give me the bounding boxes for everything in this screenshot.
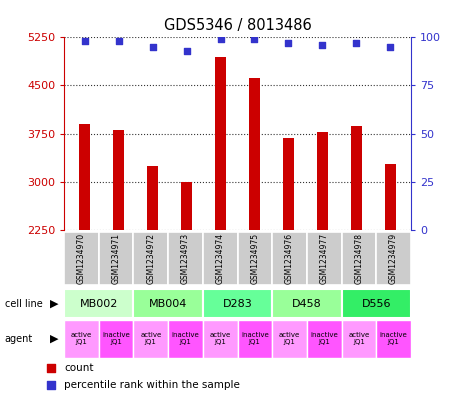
Text: GSM1234973: GSM1234973 [181,233,190,284]
Point [319,42,326,48]
Text: GSM1234978: GSM1234978 [354,233,363,284]
Bar [342,232,376,285]
Text: percentile rank within the sample: percentile rank within the sample [65,380,240,389]
Point [115,38,123,44]
Bar [272,289,342,318]
Text: count: count [65,363,94,373]
Bar [168,232,203,285]
Bar [180,182,192,230]
Bar [78,124,90,230]
Bar [351,126,362,230]
Bar [283,138,294,230]
Point [149,44,156,50]
Point [81,38,88,44]
Point [352,40,360,46]
Text: GSM1234976: GSM1234976 [285,233,294,284]
Text: active
JQ1: active JQ1 [209,332,231,345]
Text: MB002: MB002 [80,299,118,309]
Point [251,36,258,42]
Bar [342,320,376,358]
Text: ▶: ▶ [50,334,59,344]
Text: GSM1234979: GSM1234979 [389,233,398,284]
Bar [64,320,99,358]
Text: active
JQ1: active JQ1 [140,332,162,345]
Text: cell line: cell line [5,299,42,309]
Bar [385,164,397,230]
Bar [316,132,328,230]
Text: inactive
JQ1: inactive JQ1 [241,332,269,345]
Text: agent: agent [5,334,33,344]
Bar [203,232,238,285]
Text: GSM1234971: GSM1234971 [112,233,121,284]
Text: GDS5346 / 8013486: GDS5346 / 8013486 [163,18,312,33]
Text: GSM1234975: GSM1234975 [250,233,259,284]
Bar [272,232,307,285]
Point [217,36,224,42]
Bar [133,289,203,318]
Point [48,365,55,371]
Text: ▶: ▶ [50,299,59,309]
Bar [215,57,227,230]
Bar [307,232,342,285]
Text: active
JQ1: active JQ1 [71,332,92,345]
Text: inactive
JQ1: inactive JQ1 [310,332,338,345]
Point [285,40,292,46]
Text: MB004: MB004 [149,299,187,309]
Text: inactive
JQ1: inactive JQ1 [171,332,200,345]
Bar [376,320,411,358]
Bar [248,78,260,230]
Text: GSM1234974: GSM1234974 [216,233,225,284]
Text: GSM1234977: GSM1234977 [320,233,329,284]
Text: GSM1234970: GSM1234970 [77,233,86,284]
Text: inactive
JQ1: inactive JQ1 [102,332,130,345]
Text: D556: D556 [361,299,391,309]
Text: D458: D458 [292,299,322,309]
Bar [203,289,272,318]
Text: D283: D283 [223,299,252,309]
Text: inactive
JQ1: inactive JQ1 [380,332,408,345]
Text: GSM1234972: GSM1234972 [146,233,155,284]
Bar [307,320,342,358]
Point [183,48,190,54]
Bar [376,232,411,285]
Bar [133,232,168,285]
Bar [99,232,133,285]
Text: active
JQ1: active JQ1 [348,332,370,345]
Bar [272,320,307,358]
Bar [99,320,133,358]
Bar [64,289,133,318]
Bar [113,130,124,230]
Bar [238,232,272,285]
Bar [168,320,203,358]
Bar [133,320,168,358]
Point [387,44,394,50]
Text: active
JQ1: active JQ1 [279,332,300,345]
Bar [203,320,238,358]
Bar [64,232,99,285]
Bar [147,166,159,230]
Bar [342,289,411,318]
Point [48,382,55,388]
Bar [238,320,272,358]
